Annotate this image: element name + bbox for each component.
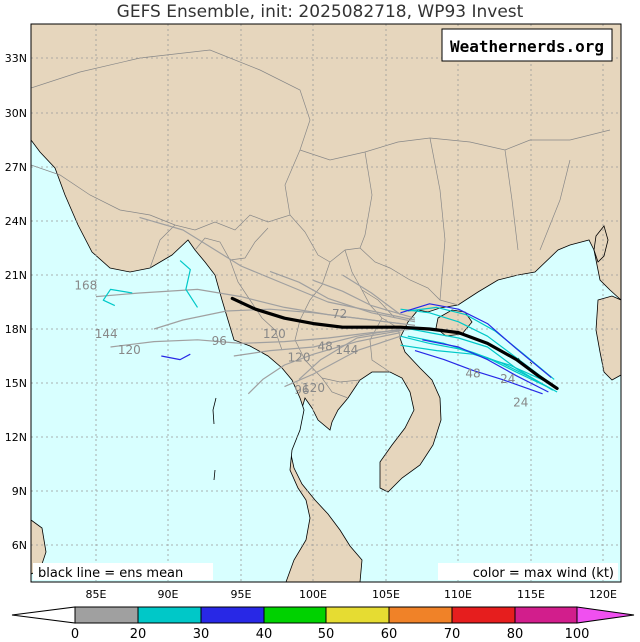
colorbar-tick: 50 (318, 627, 335, 642)
member-track (407, 335, 558, 393)
lon-axis-labels: 85E 90E 95E 100E 105E 110E 115E 120E (86, 588, 617, 601)
ensemble-mean-track (230, 296, 559, 390)
forecast-hour-label: 144 (95, 327, 118, 341)
colorbar-seg-5 (388, 606, 453, 624)
forecast-hour-label: 24 (513, 395, 528, 409)
forecast-hour-label: 48 (465, 367, 480, 381)
member-track (247, 332, 401, 395)
member-track (153, 308, 401, 330)
lat-label: 33N (5, 52, 27, 65)
member-track (342, 274, 401, 316)
lat-axis-labels: 33N 30N 27N 24N 21N 18N 15N 12N 9N 6N (5, 52, 27, 552)
forecast-hour-label: 120 (302, 381, 325, 395)
colorbar-seg-2 (200, 606, 265, 624)
member-track (179, 260, 199, 308)
ensemble-tracks (95, 216, 558, 395)
lon-label: 115E (517, 588, 545, 601)
member-track (161, 353, 191, 361)
forecast-hour-label: 96 (212, 334, 227, 348)
colorbar-tick: 60 (381, 627, 398, 642)
legend-mean-text: black line = ens mean (38, 566, 183, 581)
colorbar-tick: 80 (507, 627, 524, 642)
member-track (233, 328, 401, 357)
lat-gridlines (31, 57, 621, 546)
colorbar-seg-0 (74, 606, 139, 624)
colorbar-seg-6 (451, 606, 516, 624)
forecast-hour-label: 96 (294, 383, 309, 397)
lat-label: 24N (5, 215, 27, 228)
lon-label: 95E (231, 588, 252, 601)
colorbar-tick: 30 (193, 627, 210, 642)
watermark-text: Weathernerds.org (450, 37, 604, 56)
lat-label: 9N (12, 485, 27, 498)
forecast-hour-label: 24 (500, 372, 515, 386)
lon-label: 110E (444, 588, 472, 601)
lat-label: 12N (5, 431, 27, 444)
member-track (400, 326, 554, 391)
map-frame (30, 23, 622, 583)
colorbar-tick: 100 (565, 627, 590, 642)
wind-colorbar: 0 20 30 40 50 60 70 80 100 (11, 606, 635, 642)
lon-label: 85E (86, 588, 107, 601)
forecast-hour-label: 72 (332, 307, 347, 321)
forecast-hour-label: 120 (263, 327, 286, 341)
colorbar-right-arrow (576, 606, 635, 624)
colorbar-tick: 20 (130, 627, 147, 642)
member-track (298, 330, 401, 380)
lon-label: 100E (299, 588, 327, 601)
legend-mean: black line = ens mean (33, 563, 213, 581)
member-track (422, 339, 549, 393)
lon-gridlines (95, 24, 604, 582)
member-track (313, 279, 416, 319)
lon-label: 90E (158, 588, 179, 601)
watermark-box: Weathernerds.org (441, 28, 613, 62)
forecast-hour-label: 120 (118, 343, 141, 357)
lat-label: 6N (12, 539, 27, 552)
forecast-hour-label: 48 (317, 340, 332, 354)
member-track (400, 303, 552, 379)
member-track (284, 335, 401, 388)
colorbar-seg-3 (263, 606, 327, 624)
member-track (102, 288, 133, 307)
colorbar-tick: 0 (71, 627, 79, 642)
mean-track-line (230, 296, 559, 390)
lon-label: 120E (589, 588, 617, 601)
lat-label: 21N (5, 269, 27, 282)
member-track (110, 328, 416, 348)
forecast-hour-label: 144 (335, 343, 358, 357)
taiwan-island (593, 225, 609, 263)
lat-label: 30N (5, 107, 27, 120)
colorbar-left-arrow (11, 606, 76, 624)
legend-wind-text: color = max wind (kt) (473, 566, 614, 581)
lat-label: 18N (5, 323, 27, 336)
colorbar-seg-1 (137, 606, 202, 624)
forecast-hour-label: 168 (74, 278, 97, 292)
forecast-hour-label: 120 (288, 350, 311, 364)
colorbar-seg-4 (325, 606, 390, 624)
colorbar-tick: 40 (256, 627, 273, 642)
andaman-islands (212, 397, 217, 481)
legend-wind: color = max wind (kt) (438, 563, 618, 581)
luzon-island (595, 295, 621, 381)
figure-title: GEFS Ensemble, init: 2025082718, WP93 In… (117, 2, 524, 22)
lon-label: 105E (372, 588, 400, 601)
member-track (414, 350, 543, 395)
lat-label: 27N (5, 161, 27, 174)
colorbar-seg-7 (514, 606, 578, 624)
sri-lanka-island (31, 519, 47, 575)
member-track (400, 344, 546, 382)
colorbar-tick: 70 (444, 627, 461, 642)
member-track (269, 270, 416, 323)
lat-label: 15N (5, 377, 27, 390)
member-track (139, 216, 416, 321)
